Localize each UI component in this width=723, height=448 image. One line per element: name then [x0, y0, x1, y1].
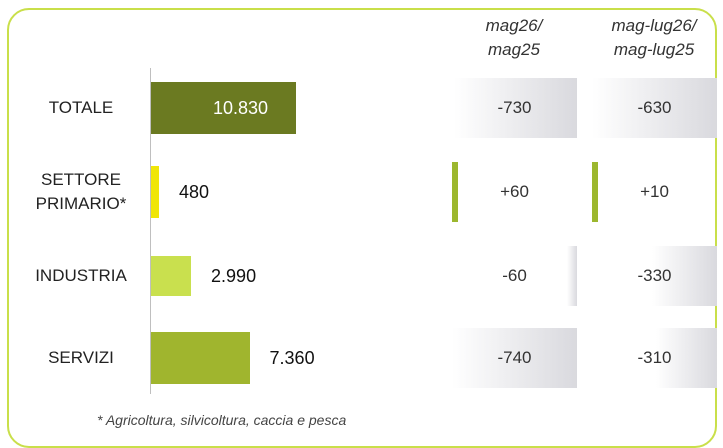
bar [151, 332, 250, 384]
comparison-value: -60 [502, 266, 527, 285]
comparison-value: -330 [637, 266, 672, 285]
bar-value-label: 7.360 [269, 348, 315, 368]
comparison-bar [655, 328, 717, 388]
comparison-bar [566, 246, 577, 306]
comparison-bar [592, 162, 598, 222]
comparison-value: -740 [497, 348, 532, 367]
bar [151, 256, 192, 296]
bar-value-label: 480 [179, 182, 210, 202]
bar-value-label: 2.990 [211, 266, 257, 286]
comparison-cell: -730 [452, 78, 577, 138]
comparison-bar [453, 78, 577, 138]
comparison-cell: +10 [592, 162, 717, 222]
column-header: mag26/mag25 [485, 16, 543, 59]
category-label: SERVIZI [48, 348, 114, 367]
comparison-cell: -330 [592, 246, 717, 306]
bar [151, 82, 296, 134]
bar-value-label: 10.830 [213, 98, 269, 118]
footnote: * Agricoltura, silvicoltura, caccia e pe… [97, 412, 347, 428]
comparison-cell: -60 [452, 246, 577, 306]
comparison-cell: -310 [592, 328, 717, 388]
comparison-bar [592, 78, 717, 138]
category-label: SETTORE PRIMARIO* [35, 170, 127, 213]
comparison-cell: -740 [452, 328, 577, 388]
comparison-bar [651, 246, 717, 306]
comparison-value: -630 [637, 98, 672, 117]
comparison-value: -310 [637, 348, 672, 367]
category-axis [150, 68, 151, 394]
comparison-bar [452, 328, 577, 388]
bar [151, 166, 159, 218]
comparison-bar [452, 162, 458, 222]
category-label: INDUSTRIA [35, 266, 127, 285]
category-label: TOTALE [48, 98, 114, 117]
column-header: mag-lug26/mag-lug25 [611, 16, 697, 59]
comparison-value: +10 [640, 182, 669, 201]
comparison-cell: -630 [592, 78, 717, 138]
comparison-value: -730 [497, 98, 532, 117]
comparison-value: +60 [500, 182, 529, 201]
comparison-cell: +60 [452, 162, 577, 222]
